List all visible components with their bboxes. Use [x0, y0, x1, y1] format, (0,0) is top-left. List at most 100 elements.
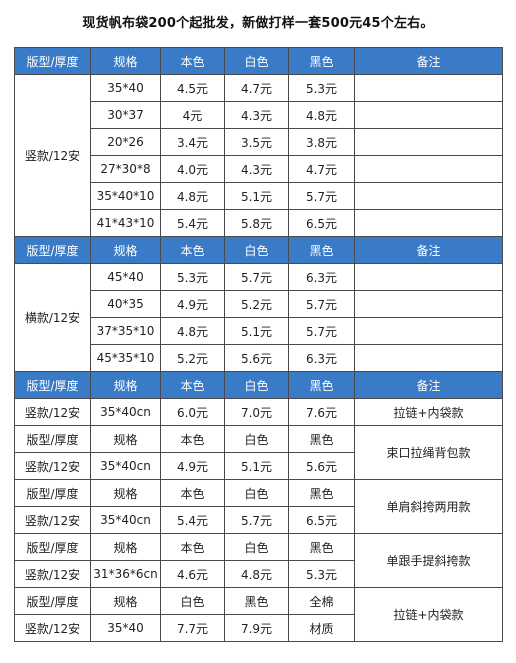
- table-cell: 3.8元: [288, 128, 355, 156]
- table-cell: 20*26: [90, 128, 161, 156]
- table-cell: 27*30*8: [90, 155, 161, 183]
- table-cell: 5.7元: [224, 506, 289, 534]
- table-cell: 3.4元: [160, 128, 225, 156]
- table-cell: 竖款/12安: [14, 614, 91, 642]
- table-cell: 5.3元: [160, 263, 225, 291]
- table-cell: 35*40cn: [90, 506, 161, 534]
- table-cell: 6.3元: [288, 263, 355, 291]
- table-row: 竖款/12安 35*40 4.5元 4.7元 5.3元: [14, 74, 503, 237]
- header-cell: 规格: [90, 371, 161, 399]
- table-cell: 5.6元: [224, 344, 289, 372]
- table-cell: 35*40*10: [90, 182, 161, 210]
- table-cell: 版型/厚度: [14, 587, 91, 615]
- table-cell: 5.7元: [288, 182, 355, 210]
- table-cell: 4.9元: [160, 452, 225, 480]
- table-row: 35*40*10 4.8元 5.1元 5.7元: [15, 182, 503, 210]
- table-cell: 本色: [160, 533, 225, 561]
- table-cell: 5.2元: [160, 344, 225, 372]
- table-cell: 35*40cn: [90, 398, 161, 426]
- table-cell: 5.2元: [224, 290, 289, 318]
- table-row: 版型/厚度 规格 白色 黑色 全棉 拉链+内袋款: [14, 587, 503, 642]
- table-cell: [354, 317, 503, 345]
- table-cell: 4.5元: [160, 74, 225, 102]
- table-cell: 版型/厚度: [14, 425, 91, 453]
- table-cell: 6.5元: [288, 506, 355, 534]
- table-row: 竖款/12安 35*40cn 5.4元 5.7元 6.5元: [14, 506, 503, 534]
- note-cell: 单跟手提斜挎款: [354, 533, 503, 588]
- table-cell: 35*40: [90, 614, 161, 642]
- table-cell: 4.8元: [160, 317, 225, 345]
- note-cell: 拉链+内袋款: [354, 587, 503, 642]
- table-cell: 竖款/12安: [14, 560, 91, 588]
- table-cell: 材质: [288, 614, 355, 642]
- table-cell: 35*40: [90, 74, 161, 102]
- table-cell: [354, 344, 503, 372]
- table-cell: 5.4元: [160, 209, 225, 237]
- table-cell: 本色: [160, 425, 225, 453]
- note-cell: 单肩斜挎两用款: [354, 479, 503, 534]
- table-cell: 7.9元: [224, 614, 289, 642]
- note-cell: 拉链+内袋款: [354, 398, 503, 426]
- table-cell: 白色: [160, 587, 225, 615]
- table-cell: [354, 74, 503, 102]
- table-header-row: 版型/厚度 规格 本色 白色 黑色 备注: [14, 371, 503, 399]
- table-cell: 竖款/12安: [14, 398, 91, 426]
- table-cell: 4元: [160, 101, 225, 129]
- table-header-row: 版型/厚度 规格 本色 白色 黑色 备注: [14, 236, 503, 264]
- table-cell: 规格: [90, 425, 161, 453]
- table-cell: 40*35: [90, 290, 161, 318]
- table-cell: 5.4元: [160, 506, 225, 534]
- type-cell: 横款/12安: [14, 263, 91, 372]
- table-cell: 4.3元: [224, 155, 289, 183]
- table-row: 20*26 3.4元 3.5元 3.8元: [15, 128, 503, 156]
- table-row: 竖款/12安 35*40cn 6.0元 7.0元 7.6元 拉链+内袋款: [14, 398, 503, 426]
- header-cell: 黑色: [288, 236, 355, 264]
- note-cell: 束口拉绳背包款: [354, 425, 503, 480]
- table-row: 30*37 4元 4.3元 4.8元: [15, 101, 503, 129]
- table-row: 27*30*8 4.0元 4.3元 4.7元: [15, 155, 503, 183]
- table-cell: 白色: [224, 425, 289, 453]
- table-cell: 7.0元: [224, 398, 289, 426]
- header-cell: 规格: [90, 47, 161, 75]
- table-cell: 黑色: [288, 425, 355, 453]
- table-cell: 4.0元: [160, 155, 225, 183]
- table-cell: [354, 155, 503, 183]
- table-cell: 5.1元: [224, 317, 289, 345]
- table-cell: 4.8元: [160, 182, 225, 210]
- table-cell: 6.0元: [160, 398, 225, 426]
- table-cell: 35*40cn: [90, 452, 161, 480]
- price-table: 版型/厚度 规格 本色 白色 黑色 备注 竖款/12安 35*40 4.5元 4…: [14, 47, 503, 642]
- table-cell: 黑色: [224, 587, 289, 615]
- table-cell: 规格: [90, 533, 161, 561]
- table-cell: 4.8元: [224, 560, 289, 588]
- table-cell: 4.6元: [160, 560, 225, 588]
- table-cell: 31*36*6cn: [90, 560, 161, 588]
- table-cell: 黑色: [288, 479, 355, 507]
- table-cell: 版型/厚度: [14, 533, 91, 561]
- header-cell: 备注: [354, 371, 503, 399]
- table-cell: [354, 263, 503, 291]
- table-cell: 5.7元: [288, 290, 355, 318]
- table-cell: 4.3元: [224, 101, 289, 129]
- table-cell: 6.5元: [288, 209, 355, 237]
- table-cell: 5.7元: [224, 263, 289, 291]
- header-cell: 版型/厚度: [14, 371, 91, 399]
- table-cell: 37*35*10: [90, 317, 161, 345]
- table-row: 版型/厚度 规格 本色 白色 黑色 单跟手提斜挎款: [14, 533, 503, 588]
- table-cell: 5.7元: [288, 317, 355, 345]
- table-cell: 竖款/12安: [14, 452, 91, 480]
- table-cell: 3.5元: [224, 128, 289, 156]
- table-cell: [354, 128, 503, 156]
- header-cell: 备注: [354, 236, 503, 264]
- table-row: 45*35*10 5.2元 5.6元 6.3元: [15, 344, 503, 372]
- header-cell: 备注: [354, 47, 503, 75]
- table-cell: 6.3元: [288, 344, 355, 372]
- table-cell: [354, 101, 503, 129]
- table-row: 横款/12安 45*40 5.3元 5.7元 6.3元: [14, 263, 503, 372]
- table-cell: 5.8元: [224, 209, 289, 237]
- header-cell: 白色: [224, 371, 289, 399]
- header-cell: 规格: [90, 236, 161, 264]
- table-row: 41*43*10 5.4元 5.8元 6.5元: [15, 209, 503, 237]
- table-cell: [354, 182, 503, 210]
- header-cell: 黑色: [288, 47, 355, 75]
